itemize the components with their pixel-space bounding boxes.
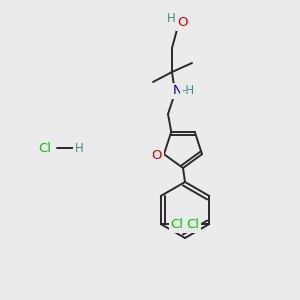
Text: H: H [167,11,176,25]
Text: H: H [75,142,83,154]
Text: Cl: Cl [171,218,184,232]
Text: N: N [173,85,183,98]
Text: O: O [152,149,162,162]
Text: Cl: Cl [186,218,199,232]
Text: -H: -H [182,83,195,97]
Text: O: O [178,16,188,29]
Text: Cl: Cl [38,142,52,154]
